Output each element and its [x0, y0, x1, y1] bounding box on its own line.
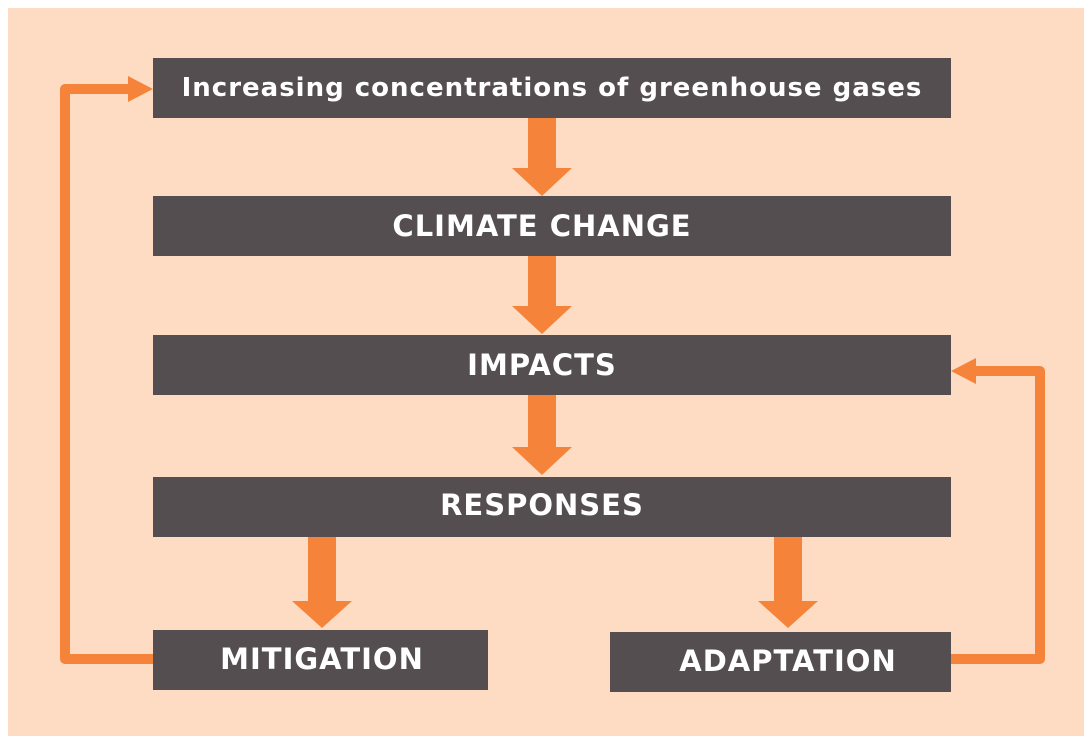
node-label: IMPACTS [467, 348, 617, 382]
node-label: CLIMATE CHANGE [392, 209, 691, 243]
feedback-lines [60, 84, 1045, 664]
arrow-head [128, 76, 153, 102]
node-label: RESPONSES [440, 488, 644, 522]
arrows [292, 118, 818, 628]
node-label: Increasing concentrations of greenhouse … [182, 73, 923, 103]
boxes [153, 58, 951, 692]
arrow-head [951, 358, 976, 384]
node-label: ADAPTATION [679, 644, 896, 678]
node-label: MITIGATION [220, 642, 424, 676]
